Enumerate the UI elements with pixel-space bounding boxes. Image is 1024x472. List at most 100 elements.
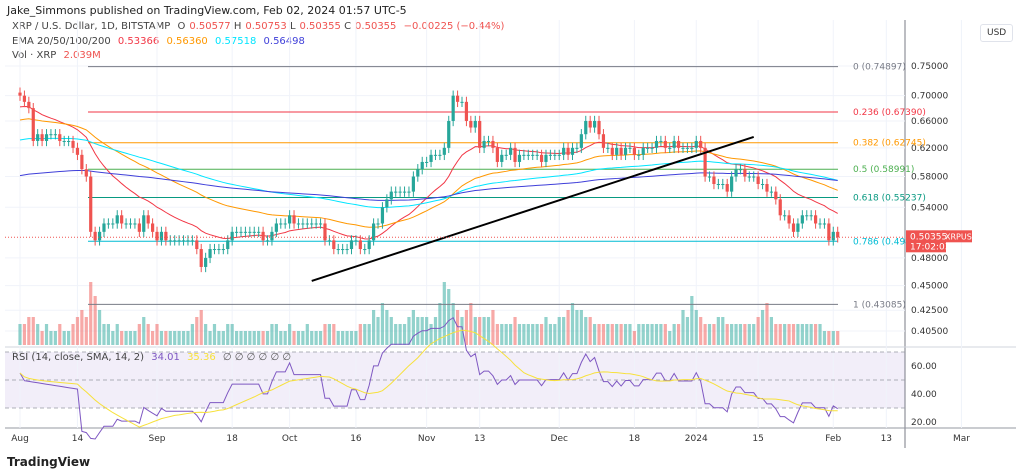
volume-bar xyxy=(128,331,133,345)
candle-body xyxy=(646,147,650,149)
candle-body xyxy=(425,161,429,163)
close-value: 0.50355 xyxy=(355,21,397,32)
price-tag-value: 0.50355 xyxy=(910,232,947,242)
ema200-line xyxy=(19,169,838,201)
volume-label: Vol · XRP xyxy=(12,50,57,61)
close-label: C xyxy=(344,21,352,32)
candle-body xyxy=(75,147,80,155)
rsi-tick-label: 60.00 xyxy=(911,362,937,372)
candle-body xyxy=(270,231,274,241)
trendline xyxy=(311,135,755,282)
price-tag xyxy=(906,230,946,253)
candle-body xyxy=(84,169,88,177)
volume-bar xyxy=(274,324,278,345)
rsi-sma-line xyxy=(19,329,838,428)
volume-bar xyxy=(464,310,469,345)
fib-level-label: 0.382 (0.62745) xyxy=(853,139,926,149)
candle-body xyxy=(394,191,398,193)
volume-bar xyxy=(570,303,575,345)
candle-body xyxy=(239,231,243,233)
publisher-line: Jake_Simmons published on TradingView.co… xyxy=(7,4,407,17)
price-tick-label: 0.40500 xyxy=(911,327,948,337)
candle-body xyxy=(31,108,35,141)
volume-bar xyxy=(765,303,769,345)
candle-body xyxy=(827,223,831,241)
candle-body xyxy=(349,240,354,250)
candle-body xyxy=(416,169,420,177)
rsi-value: 34.01 xyxy=(151,352,180,363)
candle-body xyxy=(230,231,234,241)
volume-bar xyxy=(447,289,451,345)
candle-body xyxy=(473,120,477,128)
candle-body xyxy=(539,154,544,162)
candle-body xyxy=(707,176,712,178)
candle-body xyxy=(155,231,159,241)
volume-bar xyxy=(513,317,517,345)
candle-body xyxy=(173,240,177,242)
fib-level-label: 0.618 (0.55237) xyxy=(853,194,926,204)
price-tick-label: 0.48000 xyxy=(911,254,948,264)
volume-bar xyxy=(372,310,376,345)
symbol-legend: XRP / U.S. Dollar, 1D, BITSTAMP O 0.50577… xyxy=(12,21,508,32)
volume-bar xyxy=(195,317,199,345)
candle-body xyxy=(146,215,150,224)
volume-bar xyxy=(482,317,486,345)
volume-bar xyxy=(345,331,349,345)
candle-body xyxy=(668,147,672,149)
candle-body xyxy=(809,215,813,217)
volume-bar xyxy=(610,324,614,345)
volume-bar xyxy=(36,324,40,345)
volume-bar xyxy=(699,317,703,345)
volume-bar xyxy=(389,317,393,345)
x-tick-label: 2024 xyxy=(685,434,708,444)
candle-body xyxy=(177,240,181,242)
volume-bar xyxy=(58,324,62,345)
volume-bar xyxy=(455,310,460,345)
ema-label: EMA 20/50/100/200 xyxy=(12,36,111,47)
candle-body xyxy=(318,223,323,225)
candle-body xyxy=(168,240,172,242)
candle-body xyxy=(783,215,787,217)
x-tick-label: Oct xyxy=(282,434,298,444)
volume-bar xyxy=(654,324,659,345)
currency-button[interactable]: USD xyxy=(980,24,1014,42)
volume-bar xyxy=(535,324,539,345)
candle-body xyxy=(672,140,676,148)
volume-bar xyxy=(469,303,473,345)
volume-legend: Vol · XRP 2.039M xyxy=(12,50,105,61)
candle-body xyxy=(248,231,252,233)
price-tick-label: 0.45000 xyxy=(911,282,948,292)
volume-bar xyxy=(615,324,619,345)
volume-bar xyxy=(265,331,270,345)
volume-bar xyxy=(111,331,115,345)
volume-bar xyxy=(566,310,570,345)
volume-bar xyxy=(646,324,650,345)
volume-bar xyxy=(814,324,818,345)
volume-bar xyxy=(716,317,720,345)
volume-bar xyxy=(637,324,641,345)
candle-body xyxy=(274,223,278,232)
candle-body xyxy=(690,147,694,149)
candle-body xyxy=(283,223,287,225)
volume-bar xyxy=(747,324,751,345)
volume-value: 2.039M xyxy=(63,50,101,61)
candle-body xyxy=(482,140,486,148)
volume-bar xyxy=(97,310,102,345)
candle-body xyxy=(80,154,84,170)
candle-body xyxy=(628,147,632,149)
candle-body xyxy=(791,223,796,232)
candle-body xyxy=(372,223,376,241)
x-tick-label: 15 xyxy=(752,434,763,444)
volume-bar xyxy=(486,317,491,345)
volume-bar xyxy=(685,317,690,345)
x-tick-label: Sep xyxy=(149,434,166,444)
rsi-tick-label: 20.00 xyxy=(911,418,937,428)
volume-bar xyxy=(394,324,398,345)
volume-bar xyxy=(137,324,141,345)
volume-bar xyxy=(385,310,389,345)
candle-body xyxy=(327,240,331,242)
candle-body xyxy=(53,134,57,136)
volume-bar xyxy=(199,310,203,345)
candle-body xyxy=(398,191,402,193)
